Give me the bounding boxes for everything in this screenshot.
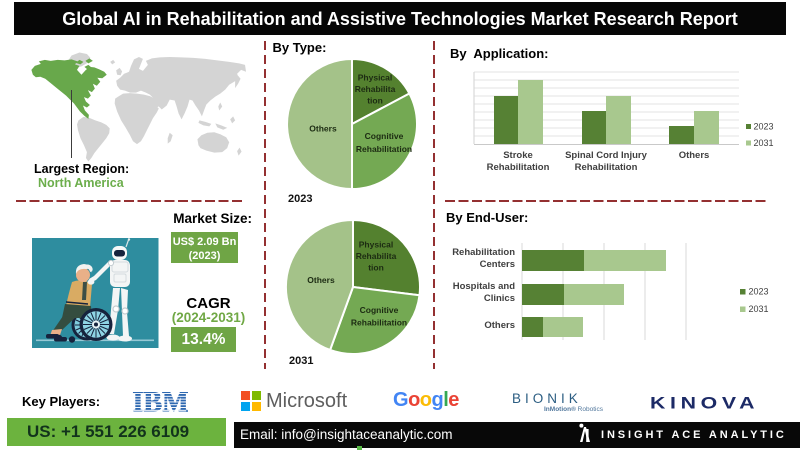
svg-text:Cognitive: Cognitive (365, 131, 404, 141)
svg-text:2023: 2023 (749, 287, 769, 297)
svg-text:tion: tion (368, 263, 384, 273)
svg-text:tion: tion (367, 96, 383, 106)
svg-text:2031: 2031 (749, 304, 769, 314)
svg-text:Physical: Physical (359, 240, 394, 250)
svg-text:Others: Others (309, 124, 337, 134)
svg-text:Physical: Physical (358, 73, 393, 83)
svg-text:Rehabilitation: Rehabilitation (351, 318, 407, 328)
svg-text:Rehabilita: Rehabilita (355, 84, 396, 94)
svg-text:Rehabilita: Rehabilita (356, 251, 397, 261)
svg-text:Cognitive: Cognitive (360, 305, 399, 315)
svg-text:2031: 2031 (754, 138, 774, 148)
svg-text:Others: Others (307, 275, 335, 285)
svg-text:2023: 2023 (754, 122, 774, 132)
svg-text:Rehabilitation: Rehabilitation (356, 144, 412, 154)
